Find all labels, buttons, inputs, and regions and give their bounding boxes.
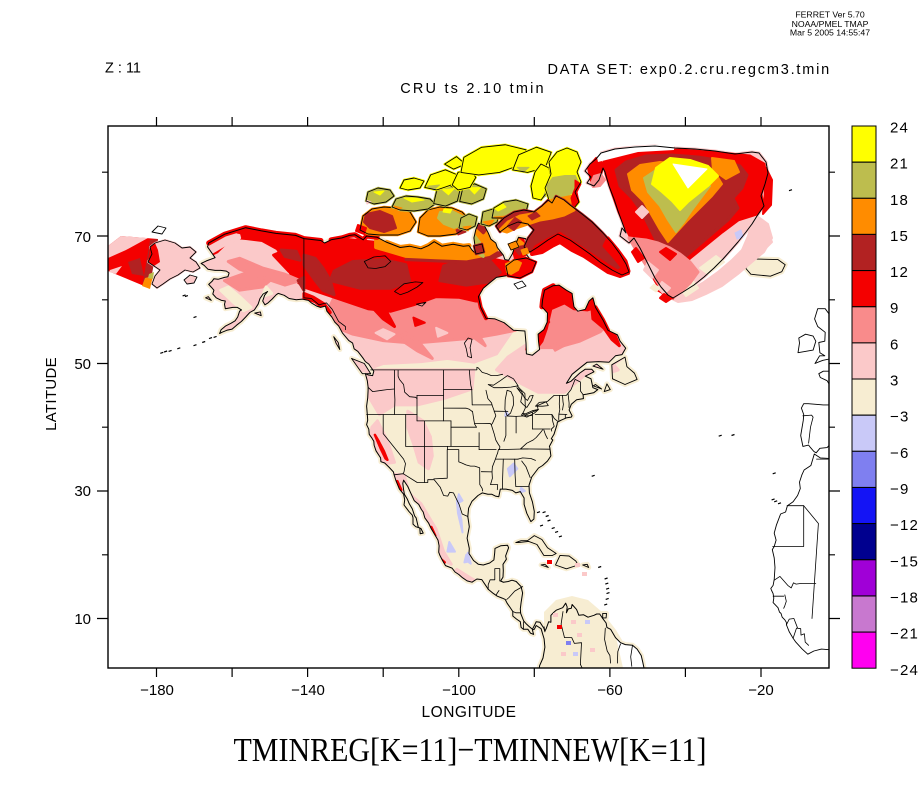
svg-text:−20: −20 (748, 682, 773, 699)
svg-text:−6: −6 (890, 445, 910, 462)
svg-text:15: 15 (890, 228, 909, 245)
svg-text:12: 12 (890, 264, 909, 281)
svg-text:CRU ts 2.10 tmin: CRU ts 2.10 tmin (400, 81, 546, 97)
svg-text:−21: −21 (890, 626, 919, 643)
svg-text:NOAA/PMEL TMAP: NOAA/PMEL TMAP (792, 19, 869, 29)
svg-text:−140: −140 (291, 682, 325, 699)
svg-text:70: 70 (74, 229, 91, 246)
svg-text:9: 9 (890, 300, 900, 317)
svg-text:Z : 11: Z : 11 (105, 61, 141, 77)
svg-text:−180: −180 (140, 682, 174, 699)
svg-text:18: 18 (890, 192, 909, 209)
svg-text:−12: −12 (890, 517, 919, 534)
svg-text:−9: −9 (890, 481, 910, 498)
svg-text:Mar 5 2005 14:55:47: Mar 5 2005 14:55:47 (790, 28, 870, 38)
svg-text:DATA SET: exp0.2.cru.regcm3.tm: DATA SET: exp0.2.cru.regcm3.tmin (547, 62, 831, 78)
svg-text:−100: −100 (442, 682, 476, 699)
svg-text:21: 21 (890, 156, 909, 173)
svg-text:−18: −18 (890, 590, 919, 607)
svg-text:LATITUDE: LATITUDE (43, 357, 60, 431)
svg-text:24: 24 (890, 120, 909, 137)
svg-text:LONGITUDE: LONGITUDE (422, 704, 517, 721)
svg-text:6: 6 (890, 336, 900, 353)
svg-text:−3: −3 (890, 409, 910, 426)
svg-text:FERRET Ver 5.70: FERRET Ver 5.70 (795, 10, 865, 20)
svg-text:−24: −24 (890, 662, 919, 679)
svg-text:−60: −60 (597, 682, 622, 699)
svg-text:10: 10 (74, 611, 91, 628)
svg-text:3: 3 (890, 373, 900, 390)
svg-text:50: 50 (74, 356, 91, 373)
svg-text:−15: −15 (890, 553, 919, 570)
svg-text:TMINREG[K=11]−TMINNEW[K=11]: TMINREG[K=11]−TMINNEW[K=11] (234, 732, 707, 769)
svg-text:30: 30 (74, 483, 91, 500)
